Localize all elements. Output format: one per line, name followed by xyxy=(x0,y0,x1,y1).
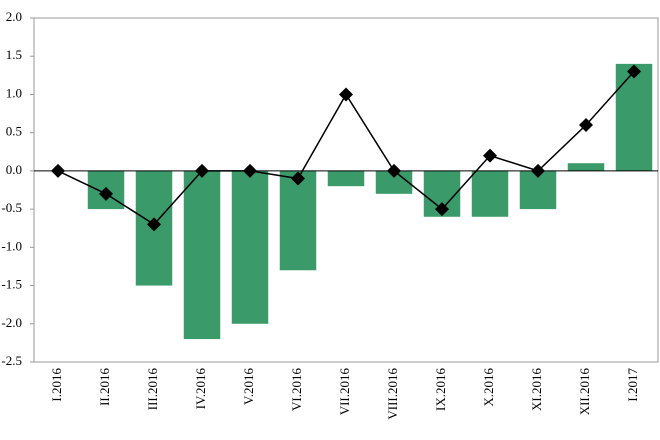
marker xyxy=(579,118,593,133)
y-tick-label: -2.0 xyxy=(1,315,22,330)
x-tick-label: VII.2016 xyxy=(337,368,352,416)
x-tick-label: III.2016 xyxy=(145,368,160,411)
marker xyxy=(51,163,65,178)
y-tick-label: 0.0 xyxy=(6,162,22,177)
x-tick-label: IV.2016 xyxy=(193,368,208,410)
marker xyxy=(291,171,305,186)
marker xyxy=(243,163,257,178)
bar xyxy=(327,170,365,187)
x-tick-label: VI.2016 xyxy=(289,368,304,411)
y-tick-label: 1.0 xyxy=(6,85,22,100)
bar xyxy=(375,170,413,194)
y-tick-label: -0.5 xyxy=(1,200,22,215)
marker xyxy=(435,202,449,217)
marker xyxy=(99,186,113,201)
plot-frame xyxy=(33,17,659,363)
x-tick-label: VIII.2016 xyxy=(385,368,400,420)
bar xyxy=(183,170,221,340)
x-tick-label: X.2016 xyxy=(481,368,496,407)
bar xyxy=(231,170,269,324)
marker xyxy=(387,163,401,178)
y-tick-label: 2.0 xyxy=(6,9,22,24)
bar xyxy=(279,170,317,271)
x-tick-label: II.2016 xyxy=(97,368,112,406)
y-tick-label: -2.5 xyxy=(1,353,22,368)
bar xyxy=(471,170,509,217)
x-tick-label: IX.2016 xyxy=(433,368,448,411)
x-tick-label: XI.2016 xyxy=(529,368,544,411)
x-tick-label: XII.2016 xyxy=(577,368,592,416)
y-tick-label: 0.5 xyxy=(6,124,22,139)
marker xyxy=(627,64,641,79)
bar xyxy=(567,163,605,171)
marker xyxy=(195,163,209,178)
x-tick-label: I.2017 xyxy=(625,368,640,402)
y-tick-label: -1.5 xyxy=(1,277,22,292)
marker xyxy=(531,163,545,178)
bar xyxy=(615,63,653,171)
y-tick-label: 1.5 xyxy=(6,47,22,62)
marker xyxy=(147,217,161,232)
marker xyxy=(339,87,353,102)
y-tick-label: -1.0 xyxy=(1,238,22,253)
x-tick-label: I.2016 xyxy=(49,368,64,402)
x-tick-label: V.2016 xyxy=(241,368,256,405)
marker xyxy=(483,148,497,163)
